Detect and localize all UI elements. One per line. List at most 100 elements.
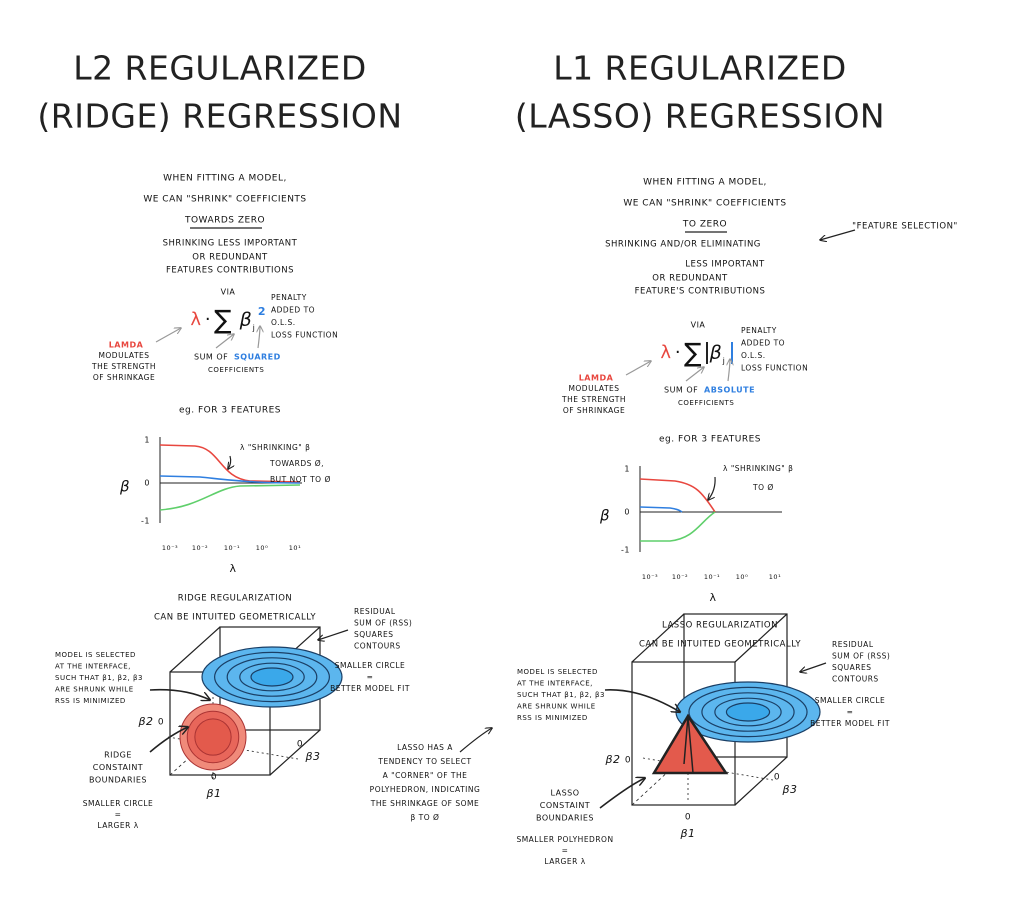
- zero: 0: [211, 773, 217, 783]
- curve: [258, 326, 260, 349]
- shrink: SHRINKING AND/OR ELIMINATING: [605, 240, 761, 250]
- xticks: 10¹: [769, 573, 781, 581]
- model: MODEL IS SELECTED: [517, 668, 598, 676]
- rss-contour: [239, 662, 305, 692]
- coefficients: COEFFICIENTS: [678, 399, 734, 407]
- shrink: OR REDUNDANT: [652, 274, 728, 284]
- constraint: RIDGE: [104, 751, 132, 760]
- model: RSS IS MINIMIZED: [55, 697, 126, 705]
- zero: 0: [297, 740, 303, 750]
- annotation: TO Ø: [752, 483, 774, 492]
- curve: [228, 455, 231, 469]
- model: ARE SHRUNK WHILE: [55, 686, 134, 694]
- intro: TOWARDS ZERO: [184, 216, 265, 226]
- geometry: CAN BE INTUITED GEOMETRICALLY: [639, 640, 801, 650]
- constraint: CONSTAINT: [540, 801, 590, 810]
- formula: ∑: [214, 306, 232, 336]
- b2: β2: [137, 715, 153, 728]
- curve: [459, 728, 492, 753]
- constraint: [194, 718, 232, 756]
- penalty: LOSS FUNCTION: [741, 364, 808, 373]
- rss: SUM OF (RSS): [354, 619, 412, 628]
- curve: [708, 476, 716, 500]
- yticks: 1: [144, 436, 150, 445]
- intro: WHEN FITTING A MODEL,: [163, 174, 287, 184]
- penalty: O.L.S.: [741, 351, 766, 360]
- zero: 0: [158, 718, 164, 728]
- zero: 0: [685, 813, 691, 823]
- lambda-desc: MODULATES: [568, 384, 619, 393]
- xticks: 10⁻¹: [224, 544, 240, 552]
- yticks: -1: [141, 517, 150, 526]
- xticks: 10⁻¹: [704, 573, 720, 581]
- cube-edge: [169, 626, 221, 673]
- penalty: ADDED TO: [271, 306, 315, 315]
- zero: 0: [625, 756, 631, 766]
- rss: SQUARES: [832, 663, 872, 672]
- fit: =: [367, 673, 374, 682]
- formula: ∑: [684, 339, 702, 369]
- curve: [639, 506, 683, 513]
- model: AT THE INTERFACE,: [517, 680, 593, 688]
- rss: CONTOURS: [832, 675, 879, 684]
- curve: [159, 475, 301, 484]
- model: SUCH THAT β1, β2, β3: [55, 674, 143, 682]
- lambda-desc: THE STRENGTH: [91, 362, 156, 371]
- formula: ·: [675, 342, 681, 363]
- model: AT THE INTERFACE,: [55, 663, 131, 671]
- curve: [604, 689, 680, 712]
- example: eg. FOR 3 FEATURES: [659, 435, 761, 445]
- penalty: PENALTY: [271, 293, 307, 302]
- via: VIA: [691, 321, 706, 330]
- yticks: 0: [144, 479, 150, 488]
- stroke: [318, 629, 349, 640]
- corner: A "CORNER" OF THE: [383, 771, 468, 780]
- constraint: CONSTAINT: [93, 763, 143, 772]
- annotation: TOWARDS Ø,: [269, 459, 324, 468]
- penalty: ADDED TO: [741, 339, 785, 348]
- curve: [149, 688, 210, 700]
- b2: β2: [604, 753, 620, 766]
- curve: [149, 727, 188, 753]
- note: SMALLER CIRCLE: [83, 799, 154, 808]
- formula: β: [709, 342, 723, 364]
- curve: [728, 359, 730, 382]
- geometry: CAN BE INTUITED GEOMETRICALLY: [154, 613, 316, 623]
- note: =: [115, 810, 122, 819]
- stroke: [685, 367, 704, 382]
- constraint: LASSO: [550, 789, 579, 798]
- shrink: FEATURES CONTRIBUTIONS: [166, 266, 294, 276]
- xticks: 10⁻³: [642, 573, 658, 581]
- coefficients: COEFFICIENTS: [208, 366, 264, 374]
- stroke: [800, 662, 827, 672]
- geometry: LASSO REGULARIZATION: [662, 621, 778, 631]
- cube-edge: [631, 613, 685, 663]
- constraint-edge: [683, 715, 694, 774]
- penalty: PENALTY: [741, 326, 777, 335]
- shrink: OR REDUNDANT: [192, 253, 268, 263]
- b1: β1: [205, 787, 221, 800]
- shrink: LESS IMPORTANT: [685, 260, 765, 270]
- curve: [640, 511, 716, 542]
- feature-selection: "FEATURE SELECTION": [852, 222, 958, 232]
- xticks: 10¹: [289, 544, 301, 552]
- corner: TENDENCY TO SELECT: [377, 757, 471, 766]
- curve: [599, 778, 645, 809]
- cube-edge: [734, 756, 788, 806]
- rss: SQUARES: [354, 630, 394, 639]
- formula: λ: [190, 309, 201, 330]
- curve: [159, 444, 301, 483]
- rss-contour: [688, 686, 808, 738]
- note: LARGER λ: [97, 821, 138, 830]
- zero: 0: [774, 773, 780, 783]
- x-label: λ: [709, 591, 716, 604]
- title: (RIDGE) REGRESSION: [37, 97, 402, 136]
- sum-of: SUM OF: [664, 386, 698, 395]
- cube-edge: [269, 729, 321, 776]
- sum-kind: SQUARED: [234, 353, 281, 362]
- rss-contour: [214, 651, 331, 703]
- model: MODEL IS SELECTED: [55, 651, 136, 659]
- corner: LASSO HAS A: [397, 743, 453, 752]
- rss: RESIDUAL: [354, 607, 396, 616]
